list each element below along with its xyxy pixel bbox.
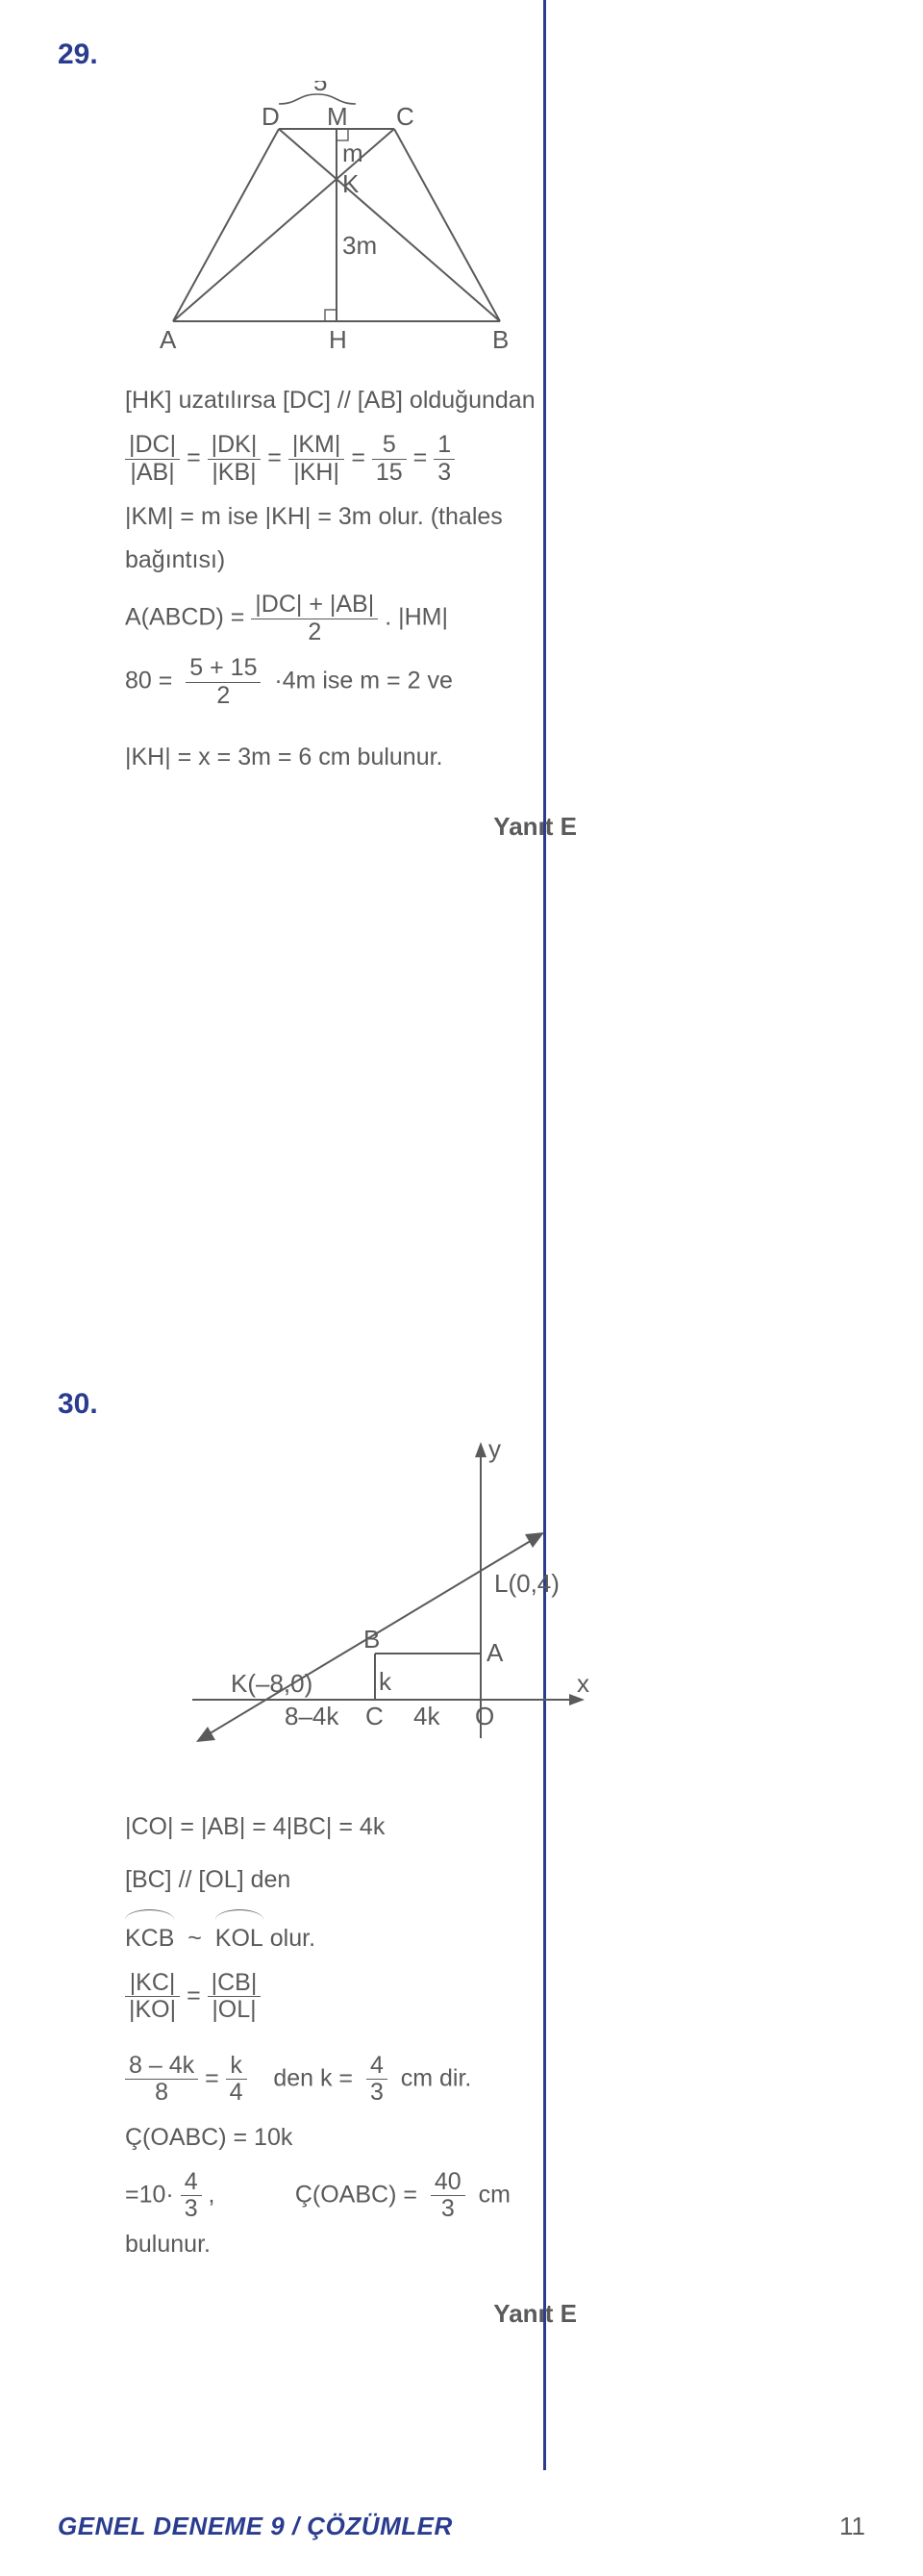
svg-text:M: M <box>327 102 348 131</box>
svg-text:3m: 3m <box>342 231 377 260</box>
question-29: 29. 5 D <box>58 38 865 849</box>
q29-answer: Yanıt E <box>125 804 577 849</box>
svg-text:B: B <box>492 325 509 354</box>
q30-number: 30. <box>58 1388 98 1420</box>
q29-line3: |KM| = m ise |KH| = 3m olur. (thales bağ… <box>125 495 577 582</box>
svg-text:x: x <box>577 1669 589 1698</box>
q30-line1: |CO| = |AB| = 4|BC| = 4k <box>125 1806 577 1849</box>
svg-text:C: C <box>396 102 414 131</box>
svg-text:k: k <box>379 1667 392 1696</box>
svg-text:K: K <box>342 169 360 198</box>
svg-text:m: m <box>342 139 363 167</box>
svg-text:A: A <box>160 325 177 354</box>
q29-area-line: A(ABCD) = |DC| + |AB|2 . |HM| <box>125 592 577 645</box>
footer-pagenum: 11 <box>839 2512 865 2541</box>
page-footer: GENEL DENEME 9 / ÇÖZÜMLER 11 <box>58 2512 865 2541</box>
q29-number: 29. <box>58 38 98 70</box>
brace-5: 5 <box>313 81 327 96</box>
q30-eqk: 8 – 4k8 = k4 den k = 43 cm dir. <box>125 2053 577 2107</box>
q29-ratio-line: |DC||AB| = |DK||KB| = |KM||KH| = 515 = 1… <box>125 432 577 486</box>
question-30: 30. y x L(0,4) K(–8,0) <box>58 1388 865 2336</box>
coord-figure: y x L(0,4) K(–8,0) B A k 8–4k C <box>173 1430 596 1796</box>
svg-text:K(–8,0): K(–8,0) <box>231 1669 312 1698</box>
svg-text:A: A <box>486 1638 504 1667</box>
q29-line1: [HK] uzatılırsa [DC] // [AB] olduğundan <box>125 379 577 422</box>
q30-line2: [BC] // [OL] den <box>125 1858 577 1902</box>
q29-80-line: 80 = 5 + 152 ·4m ise m = 2 ve <box>125 655 577 709</box>
svg-text:D: D <box>262 102 280 131</box>
q30-perim: Ç(OABC) = 10k <box>125 2116 577 2159</box>
q30-similar: KCB ~ KOL olur. <box>125 1911 577 1960</box>
svg-text:C: C <box>365 1702 384 1730</box>
svg-text:O: O <box>475 1702 494 1730</box>
svg-text:y: y <box>488 1434 501 1463</box>
trapezoid-figure: 5 D M C m K <box>154 81 519 369</box>
q30-perim2: =10· 43 , Ç(OABC) = 403 cm bulunur. <box>125 2169 577 2266</box>
svg-text:4k: 4k <box>413 1702 440 1730</box>
footer-text: GENEL DENEME 9 / ÇÖZÜMLER <box>58 2512 453 2541</box>
q30-answer: Yanıt E <box>125 2291 577 2336</box>
svg-text:8–4k: 8–4k <box>285 1702 339 1730</box>
q29-kh-line: |KH| = x = 3m = 6 cm bulunur. <box>125 736 577 779</box>
svg-text:H: H <box>329 325 347 354</box>
svg-text:B: B <box>363 1625 380 1654</box>
q30-ratio2: |KC||KO| = |CB||OL| <box>125 1970 577 2024</box>
svg-text:L(0,4): L(0,4) <box>494 1569 560 1598</box>
